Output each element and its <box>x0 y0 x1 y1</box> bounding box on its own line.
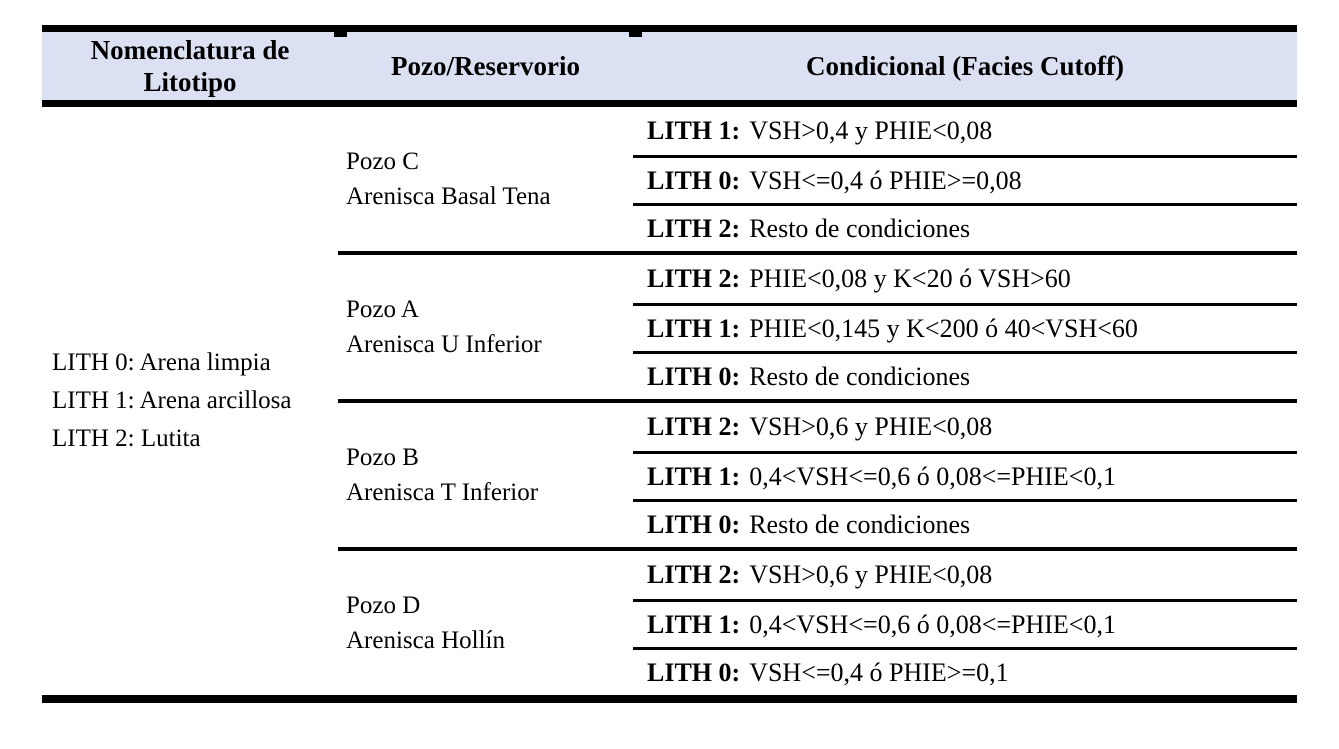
condition-text: 0,4<VSH<=0,6 ó 0,08<=PHIE<0,1 <box>749 461 1116 491</box>
condition-rows: LITH 2: PHIE<0,08 y K<20 ó VSH>60 LITH 1… <box>633 255 1297 399</box>
lith-label: LITH 0: <box>647 361 741 391</box>
lith-label: LITH 2: <box>647 412 741 441</box>
lith-label: LITH 1: <box>647 313 741 343</box>
condition-row: LITH 1: 0,4<VSH<=0,6 ó 0,08<=PHIE<0,1 <box>633 451 1297 499</box>
condition-row: LITH 0: Resto de condiciones <box>633 351 1297 399</box>
reservoir-name: Arenisca Hollín <box>346 627 505 654</box>
condition-rows: LITH 1: VSH>0,4 y PHIE<0,08 LITH 0: VSH<… <box>633 107 1297 251</box>
table-bottom-border <box>42 695 1297 703</box>
condition-text: Resto de condiciones <box>749 509 971 539</box>
lithotype-0: LITH 0: Arena limpia <box>52 349 271 376</box>
table-body: LITH 0: Arena limpia LITH 1: Arena arcil… <box>42 107 1297 695</box>
well-group-pozo-c: Pozo C Arenisca Basal Tena LITH 1: VSH>0… <box>338 107 1297 251</box>
table-header-row: Nomenclatura de Litotipo Pozo/Reservorio… <box>42 32 1297 100</box>
facies-cutoff-table: Nomenclatura de Litotipo Pozo/Reservorio… <box>42 25 1297 703</box>
condition-text: VSH>0,6 y PHIE<0,08 <box>749 560 993 589</box>
condition-row: LITH 2: Resto de condiciones <box>633 203 1297 251</box>
well-cell: Pozo A Arenisca U Inferior <box>338 255 633 399</box>
lith-label: LITH 0: <box>647 165 741 195</box>
condition-rows: LITH 2: VSH>0,6 y PHIE<0,08 LITH 1: 0,4<… <box>633 551 1297 695</box>
condition-row: LITH 2: VSH>0,6 y PHIE<0,08 <box>633 551 1297 599</box>
condition-text: 0,4<VSH<=0,6 ó 0,08<=PHIE<0,1 <box>749 609 1116 639</box>
header-bottom-border <box>42 100 1297 107</box>
well-name: Pozo B <box>346 444 419 471</box>
condition-row: LITH 0: VSH<=0,4 ó PHIE>=0,08 <box>633 155 1297 203</box>
condition-text: VSH>0,6 y PHIE<0,08 <box>749 412 993 441</box>
well-cell: Pozo D Arenisca Hollín <box>338 551 633 695</box>
lith-label: LITH 2: <box>647 264 741 293</box>
column-divider-stub <box>334 32 347 37</box>
condition-row: LITH 0: Resto de condiciones <box>633 499 1297 547</box>
lith-label: LITH 1: <box>647 461 741 491</box>
well-cell: Pozo B Arenisca T Inferior <box>338 403 633 547</box>
well-name: Pozo C <box>346 148 419 175</box>
well-cell: Pozo C Arenisca Basal Tena <box>338 107 633 251</box>
condition-row: LITH 1: VSH>0,4 y PHIE<0,08 <box>633 107 1297 155</box>
reservoir-name: Arenisca T Inferior <box>346 479 539 506</box>
condition-text: VSH<=0,4 ó PHIE>=0,1 <box>749 657 1009 687</box>
condition-row: LITH 2: VSH>0,6 y PHIE<0,08 <box>633 403 1297 451</box>
lith-label: LITH 0: <box>647 657 741 687</box>
well-group-pozo-d: Pozo D Arenisca Hollín LITH 2: VSH>0,6 y… <box>338 547 1297 695</box>
condition-text: VSH>0,4 y PHIE<0,08 <box>749 116 993 145</box>
lithotype-1: LITH 1: Arena arcillosa <box>52 387 292 414</box>
lithotype-legend: LITH 0: Arena limpia LITH 1: Arena arcil… <box>42 344 304 458</box>
lith-label: LITH 1: <box>647 609 741 639</box>
condition-text: Resto de condiciones <box>749 361 971 391</box>
condition-row: LITH 1: 0,4<VSH<=0,6 ó 0,08<=PHIE<0,1 <box>633 599 1297 647</box>
lith-label: LITH 2: <box>647 560 741 589</box>
condition-row: LITH 0: VSH<=0,4 ó PHIE>=0,1 <box>633 647 1297 695</box>
header-pozo-reservorio: Pozo/Reservorio <box>391 50 580 81</box>
header-condicional: Condicional (Facies Cutoff) <box>806 50 1124 81</box>
lith-label: LITH 2: <box>647 213 741 243</box>
condition-row: LITH 2: PHIE<0,08 y K<20 ó VSH>60 <box>633 255 1297 303</box>
table-top-border <box>42 25 1297 37</box>
lithotype-2: LITH 2: Lutita <box>52 425 201 452</box>
well-name: Pozo A <box>346 296 419 323</box>
well-groups: Pozo C Arenisca Basal Tena LITH 1: VSH>0… <box>338 107 1297 695</box>
reservoir-name: Arenisca U Inferior <box>346 331 542 358</box>
condition-text: PHIE<0,145 y K<200 ó 40<VSH<60 <box>749 313 1138 343</box>
lithotype-legend-cell: LITH 0: Arena limpia LITH 1: Arena arcil… <box>42 107 338 695</box>
header-nomenclatura: Nomenclatura de Litotipo <box>90 34 290 97</box>
well-name: Pozo D <box>346 592 421 619</box>
well-group-pozo-b: Pozo B Arenisca T Inferior LITH 2: VSH>0… <box>338 399 1297 547</box>
condition-text: VSH<=0,4 ó PHIE>=0,08 <box>749 165 1022 195</box>
reservoir-name: Arenisca Basal Tena <box>346 183 551 210</box>
condition-text: Resto de condiciones <box>749 213 971 243</box>
lith-label: LITH 0: <box>647 509 741 539</box>
well-group-pozo-a: Pozo A Arenisca U Inferior LITH 2: PHIE<… <box>338 251 1297 399</box>
condition-rows: LITH 2: VSH>0,6 y PHIE<0,08 LITH 1: 0,4<… <box>633 403 1297 547</box>
condition-text: PHIE<0,08 y K<20 ó VSH>60 <box>749 264 1071 293</box>
lith-label: LITH 1: <box>647 116 741 145</box>
column-divider-stub <box>629 32 642 37</box>
condition-row: LITH 1: PHIE<0,145 y K<200 ó 40<VSH<60 <box>633 303 1297 351</box>
